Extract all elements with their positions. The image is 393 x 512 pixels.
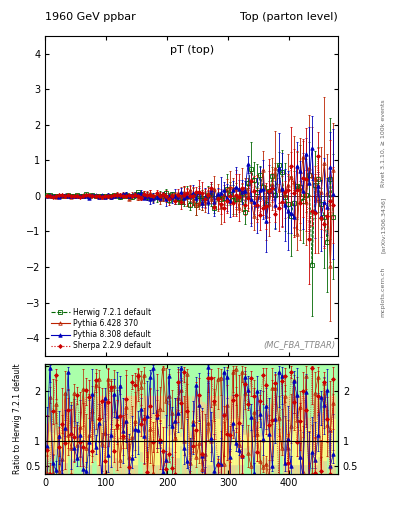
- Text: Top (parton level): Top (parton level): [240, 12, 338, 22]
- Text: mcplots.cern.ch: mcplots.cern.ch: [381, 267, 386, 317]
- Text: (MC_FBA_TTBAR): (MC_FBA_TTBAR): [263, 340, 335, 349]
- Legend: Herwig 7.2.1 default, Pythia 6.428 370, Pythia 8.308 default, Sherpa 2.2.9 defau: Herwig 7.2.1 default, Pythia 6.428 370, …: [49, 306, 152, 352]
- Text: Rivet 3.1.10, ≥ 100k events: Rivet 3.1.10, ≥ 100k events: [381, 99, 386, 187]
- Text: [arXiv:1306.3436]: [arXiv:1306.3436]: [381, 197, 386, 253]
- Text: pT (top): pT (top): [169, 46, 214, 55]
- Y-axis label: Ratio to Herwig 7.2.1 default: Ratio to Herwig 7.2.1 default: [13, 363, 22, 474]
- Text: 1960 GeV ppbar: 1960 GeV ppbar: [45, 12, 136, 22]
